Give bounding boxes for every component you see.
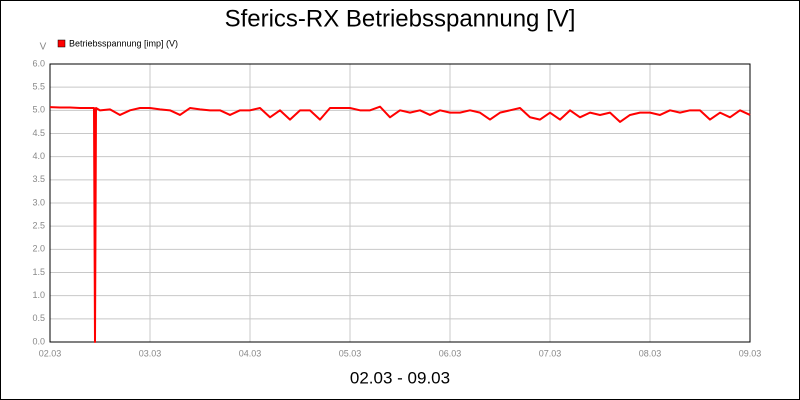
- y-tick-label: 2.5: [32, 221, 45, 231]
- x-tick-label: 02.03: [39, 348, 62, 358]
- y-tick-label: 0.0: [32, 336, 45, 346]
- chart-title: Sferics-RX Betriebsspannung [V]: [225, 5, 576, 32]
- x-axis-label: 02.03 - 09.03: [350, 368, 450, 387]
- x-tick-label: 04.03: [239, 348, 262, 358]
- y-axis-label: V: [40, 42, 47, 53]
- y-tick-label: 4.5: [32, 128, 45, 138]
- x-tick-label: 08.03: [639, 348, 662, 358]
- x-tick-label: 05.03: [339, 348, 362, 358]
- y-tick-label: 3.0: [32, 197, 45, 207]
- x-tick-label: 09.03: [739, 348, 762, 358]
- y-tick-label: 2.0: [32, 244, 45, 254]
- y-tick-label: 1.5: [32, 267, 45, 277]
- y-tick-label: 6.0: [32, 58, 45, 68]
- x-tick-label: 06.03: [439, 348, 462, 358]
- y-tick-label: 4.0: [32, 151, 45, 161]
- y-tick-label: 0.5: [32, 313, 45, 323]
- x-tick-label: 07.03: [539, 348, 562, 358]
- y-tick-label: 1.0: [32, 290, 45, 300]
- legend-swatch: [57, 39, 66, 48]
- data-line: [49, 105, 751, 343]
- x-tick-label: 03.03: [139, 348, 162, 358]
- y-tick-label: 5.0: [32, 105, 45, 115]
- y-tick-label: 5.5: [32, 82, 45, 92]
- legend-label: Betriebsspannung [imp] (V): [69, 38, 178, 48]
- y-tick-label: 3.5: [32, 174, 45, 184]
- plot-border: [49, 63, 751, 343]
